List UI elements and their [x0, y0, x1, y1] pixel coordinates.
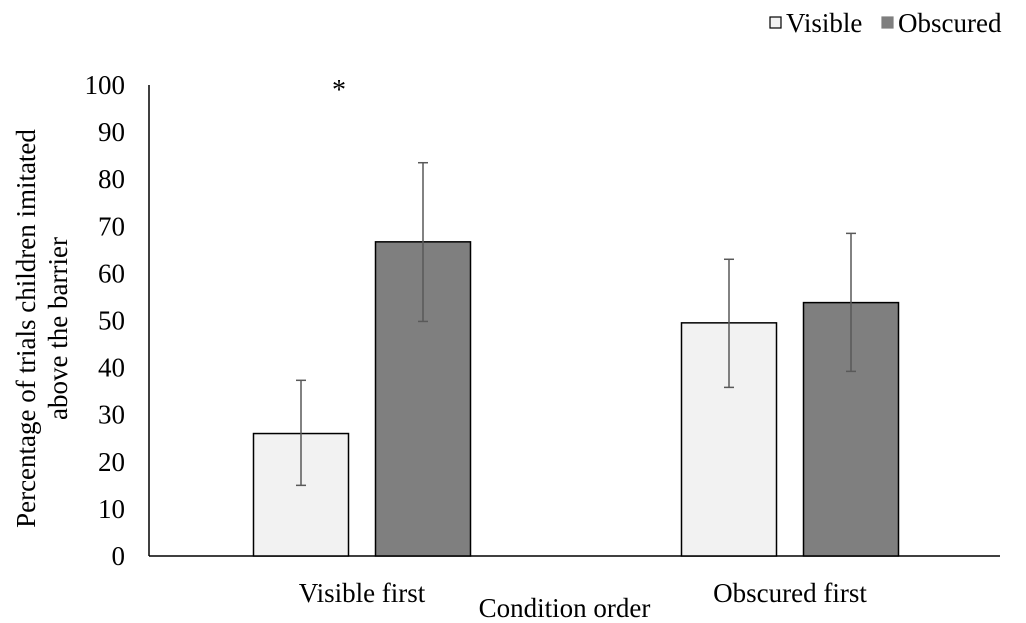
legend-item: Obscured [881, 8, 1002, 38]
y-tick-label: 30 [98, 400, 125, 430]
legend-swatch [881, 16, 894, 29]
legend-item: Visible [769, 8, 862, 38]
x-category-label: Visible first [299, 578, 426, 608]
y-tick-label: 20 [98, 447, 125, 477]
y-axis-title-line-1: Percentage of trials children imitated [11, 129, 41, 528]
y-tick-label: 80 [98, 164, 125, 194]
error-bars [296, 161, 856, 487]
significance-marker: * [332, 75, 346, 106]
legend: Visible Obscured [769, 8, 1002, 38]
error-bar [724, 258, 734, 389]
y-tick-label: 90 [98, 117, 125, 147]
y-axis-title-line-2: above the barrier [43, 237, 73, 420]
labels: 0 10 20 30 40 50 60 70 80 90 100 Visible first Obscu… [11, 70, 867, 623]
bars [252, 241, 900, 557]
y-tick-label: 0 [112, 541, 126, 571]
legend-swatch [769, 16, 782, 29]
error-bar [296, 379, 306, 487]
x-category-label: Obscured first [713, 578, 867, 608]
y-tick-label: 70 [98, 211, 125, 241]
y-tick-label: 60 [98, 258, 125, 288]
error-bar [846, 232, 856, 373]
y-tick-label: 40 [98, 353, 125, 383]
y-tick-label: 100 [85, 70, 126, 100]
y-tick-label: 10 [98, 494, 125, 524]
legend-label: Obscured [898, 8, 1002, 38]
y-tick-label: 50 [98, 306, 125, 336]
legend-label: Visible [786, 8, 862, 38]
error-bar [418, 161, 428, 323]
x-axis-title: Condition order [479, 593, 651, 623]
